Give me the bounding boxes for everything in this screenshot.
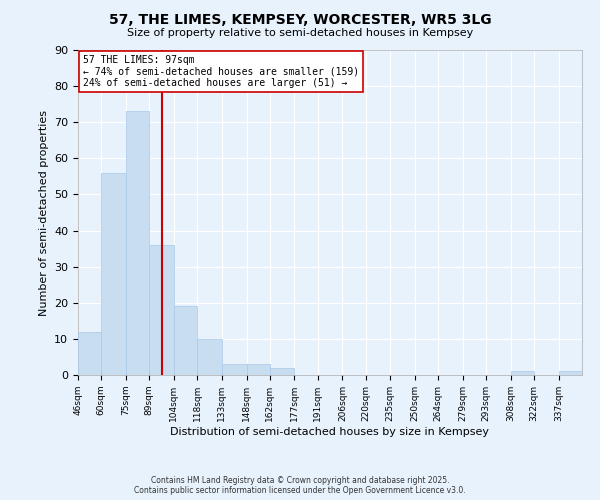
Bar — [247, 364, 269, 375]
Text: Size of property relative to semi-detached houses in Kempsey: Size of property relative to semi-detach… — [127, 28, 473, 38]
Bar — [222, 364, 247, 375]
Bar — [149, 245, 174, 375]
Bar — [78, 332, 101, 375]
X-axis label: Distribution of semi-detached houses by size in Kempsey: Distribution of semi-detached houses by … — [170, 426, 490, 436]
Bar — [174, 306, 197, 375]
Bar — [126, 112, 149, 375]
Text: 57 THE LIMES: 97sqm
← 74% of semi-detached houses are smaller (159)
24% of semi-: 57 THE LIMES: 97sqm ← 74% of semi-detach… — [83, 55, 359, 88]
Bar — [559, 372, 584, 375]
Bar — [197, 339, 222, 375]
Bar — [269, 368, 295, 375]
Text: Contains HM Land Registry data © Crown copyright and database right 2025.
Contai: Contains HM Land Registry data © Crown c… — [134, 476, 466, 495]
Bar — [511, 372, 534, 375]
Bar — [101, 173, 126, 375]
Text: 57, THE LIMES, KEMPSEY, WORCESTER, WR5 3LG: 57, THE LIMES, KEMPSEY, WORCESTER, WR5 3… — [109, 12, 491, 26]
Y-axis label: Number of semi-detached properties: Number of semi-detached properties — [38, 110, 49, 316]
